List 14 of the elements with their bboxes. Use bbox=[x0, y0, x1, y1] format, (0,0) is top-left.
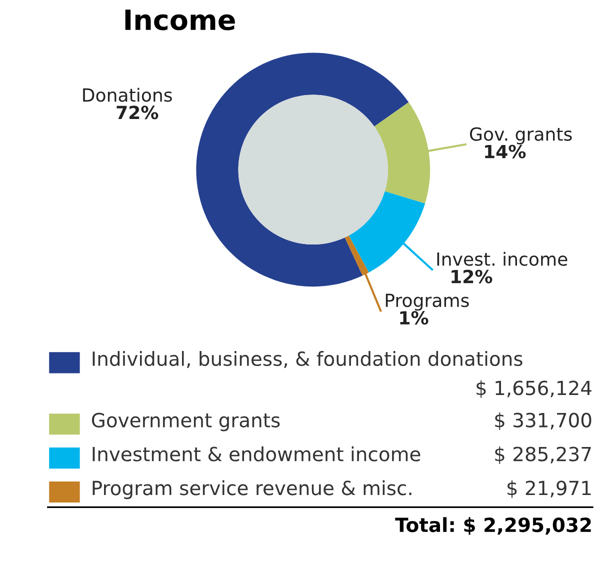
legend-label: Investment & endowment income bbox=[92, 446, 420, 462]
data-label: $ 331,700 bbox=[495, 412, 592, 430]
legend-label: Individual, business, & foundation donations bbox=[92, 351, 522, 368]
data-label: $ 285,237 bbox=[495, 446, 591, 464]
text: Total: $ 2,295,032 bbox=[395, 517, 591, 535]
legend-label: Government grants bbox=[92, 412, 280, 432]
text: Programs 1% bbox=[386, 294, 469, 325]
data-label: $ 1,656,124 bbox=[476, 380, 592, 398]
text: Invest. income 12% bbox=[437, 252, 568, 284]
data-label: $ 21,971 bbox=[508, 480, 591, 498]
chart-title: Income bbox=[125, 10, 235, 30]
text: Donations 72% bbox=[83, 88, 172, 120]
text: Gov. grants 14% bbox=[470, 127, 572, 158]
legend-label: Program service revenue & misc. bbox=[92, 480, 412, 500]
